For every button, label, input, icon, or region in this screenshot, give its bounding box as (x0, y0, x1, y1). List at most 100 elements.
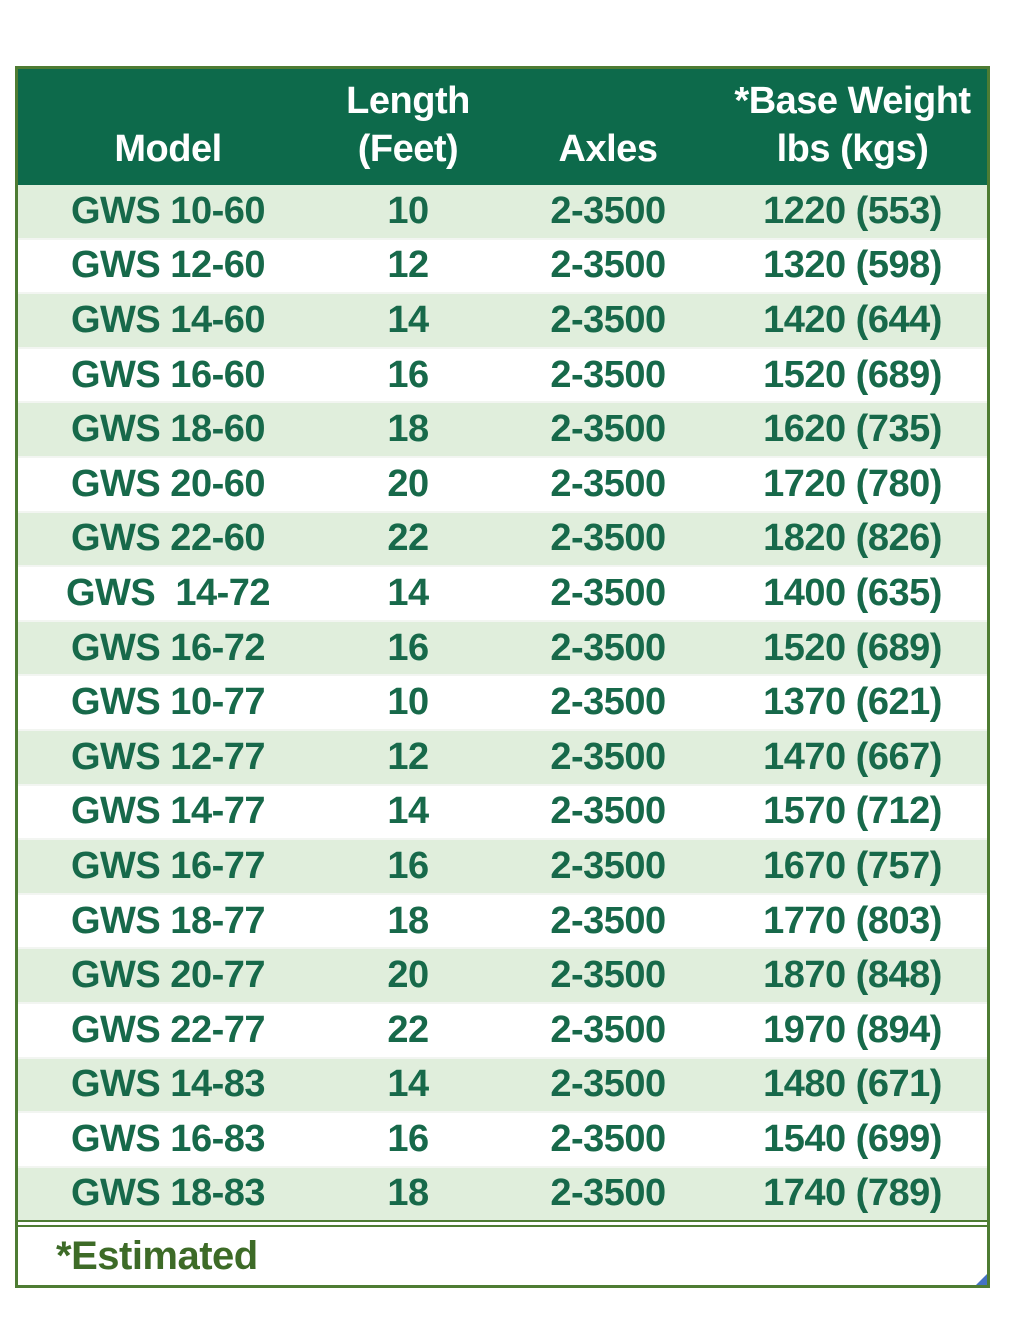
length-cell: 20 (318, 455, 498, 512)
axles-cell: 2-3500 (498, 892, 718, 949)
header-line2: Axles (558, 128, 658, 170)
base-weight-cell: 1520 (689) (718, 619, 987, 676)
length-cell: 14 (318, 292, 498, 348)
table-row: GWS 20-60 20 2-3500 1720 (780) (18, 455, 987, 512)
axles-cell: 2-3500 (498, 401, 718, 457)
axles-cell: 2-3500 (498, 619, 718, 676)
table-row: GWS 16-72 16 2-3500 1520 (689) (18, 619, 987, 676)
length-cell: 16 (318, 838, 498, 894)
table-row: GWS 20-77 20 2-3500 1870 (848) (18, 947, 987, 1003)
length-cell: 22 (318, 510, 498, 567)
model-cell: GWS 18-83 (18, 1165, 318, 1221)
header-line2: (Feet) (357, 128, 459, 170)
table-row: GWS 12-77 12 2-3500 1470 (667) (18, 728, 987, 785)
model-cell: GWS 14-72 (18, 565, 318, 621)
table-row: GWS 22-60 22 2-3500 1820 (826) (18, 510, 987, 567)
model-cell: GWS 22-60 (18, 510, 318, 567)
spec-table: Model Length (Feet) Axles *Base Weight l… (18, 69, 987, 1221)
model-cell: GWS 14-83 (18, 1056, 318, 1113)
base-weight-cell: 1480 (671) (718, 1056, 987, 1113)
corner-marker-icon (976, 1274, 987, 1286)
base-weight-cell: 1570 (712) (718, 783, 987, 840)
axles-cell: 2-3500 (498, 565, 718, 621)
model-cell: GWS 14-60 (18, 292, 318, 348)
base-weight-cell: 1420 (644) (718, 292, 987, 348)
length-cell: 18 (318, 401, 498, 457)
base-weight-cell: 1520 (689) (718, 346, 987, 403)
column-header-length: Length (Feet) (318, 69, 498, 185)
length-cell: 16 (318, 1111, 498, 1167)
base-weight-cell: 1820 (826) (718, 510, 987, 567)
length-cell: 20 (318, 947, 498, 1003)
footnote-label: *Estimated (56, 1233, 258, 1278)
base-weight-cell: 1620 (735) (718, 401, 987, 457)
length-cell: 14 (318, 783, 498, 840)
table-header: Model Length (Feet) Axles *Base Weight l… (18, 69, 987, 185)
model-cell: GWS 20-77 (18, 947, 318, 1003)
table-row: GWS 14-72 14 2-3500 1400 (635) (18, 565, 987, 621)
axles-cell: 2-3500 (498, 947, 718, 1003)
base-weight-cell: 1870 (848) (718, 947, 987, 1003)
length-cell: 18 (318, 892, 498, 949)
model-cell: GWS 10-77 (18, 674, 318, 730)
column-header-base-weight: *Base Weight lbs (kgs) (718, 69, 987, 185)
axles-cell: 2-3500 (498, 1165, 718, 1221)
table-row: GWS 14-83 14 2-3500 1480 (671) (18, 1056, 987, 1113)
axles-cell: 2-3500 (498, 728, 718, 785)
model-cell: GWS 12-77 (18, 728, 318, 785)
model-cell: GWS 16-72 (18, 619, 318, 676)
base-weight-cell: 1400 (635) (718, 565, 987, 621)
axles-cell: 2-3500 (498, 1056, 718, 1113)
table-row: GWS 22-77 22 2-3500 1970 (894) (18, 1001, 987, 1058)
header-line2: lbs (kgs) (776, 128, 929, 170)
length-cell: 10 (387, 189, 429, 232)
axles-cell: 2-3500 (498, 838, 718, 894)
base-weight-cell: 1740 (789) (718, 1165, 987, 1221)
table-row: GWS 10-77 10 2-3500 1370 (621) (18, 674, 987, 730)
axles-cell: 2-3500 (498, 292, 718, 348)
table-row: GWS 18-83 18 2-3500 1740 (789) (18, 1165, 987, 1221)
table-row: GWS 16-77 16 2-3500 1670 (757) (18, 838, 987, 894)
model-cell: GWS 20-60 (18, 455, 318, 512)
model-cell: GWS 16-83 (18, 1111, 318, 1167)
header-line1: *Base Weight (734, 80, 971, 122)
model-cell: GWS 12-60 (18, 237, 318, 294)
length-cell: 18 (318, 1165, 498, 1221)
axles-cell: 2-3500 (498, 237, 718, 294)
table-row: GWS 12-60 12 2-3500 1320 (598) (18, 237, 987, 294)
length-cell: 16 (318, 346, 498, 403)
base-weight-cell: 1320 (598) (718, 237, 987, 294)
axles-cell: 2-3500 (498, 510, 718, 567)
model-cell: GWS 18-77 (18, 892, 318, 949)
base-weight-cell: 1720 (780) (718, 455, 987, 512)
table-row: GWS 10-60 10 2-3500 1220 (553) (18, 185, 987, 239)
base-weight-cell: 1220 (553) (763, 189, 942, 232)
header-line2: Model (114, 128, 222, 170)
model-cell: GWS 18-60 (18, 401, 318, 457)
length-cell: 10 (318, 674, 498, 730)
table-row: GWS 14-60 14 2-3500 1420 (644) (18, 292, 987, 348)
length-cell: 14 (318, 1056, 498, 1113)
axles-cell: 2-3500 (498, 1001, 718, 1058)
table-row: GWS 18-60 18 2-3500 1620 (735) (18, 401, 987, 457)
model-cell: GWS 16-77 (18, 838, 318, 894)
table-row: GWS 14-77 14 2-3500 1570 (712) (18, 783, 987, 840)
trailer-spec-table: Model Length (Feet) Axles *Base Weight l… (15, 66, 990, 1289)
length-cell: 12 (318, 728, 498, 785)
base-weight-cell: 1470 (667) (718, 728, 987, 785)
base-weight-cell: 1540 (699) (718, 1111, 987, 1167)
table-row: GWS 16-60 16 2-3500 1520 (689) (18, 346, 987, 403)
header-line1: Length (346, 80, 470, 122)
base-weight-cell: 1670 (757) (718, 838, 987, 894)
axles-cell: 2-3500 (498, 346, 718, 403)
footnote-row: *Estimated (18, 1220, 987, 1286)
axles-cell: 2-3500 (498, 1111, 718, 1167)
model-cell: GWS 16-60 (18, 346, 318, 403)
model-cell: GWS 10-60 (70, 189, 266, 232)
base-weight-cell: 1770 (803) (718, 892, 987, 949)
length-cell: 16 (318, 619, 498, 676)
model-cell: GWS 14-77 (18, 783, 318, 840)
base-weight-cell: 1370 (621) (718, 674, 987, 730)
length-cell: 12 (318, 237, 498, 294)
